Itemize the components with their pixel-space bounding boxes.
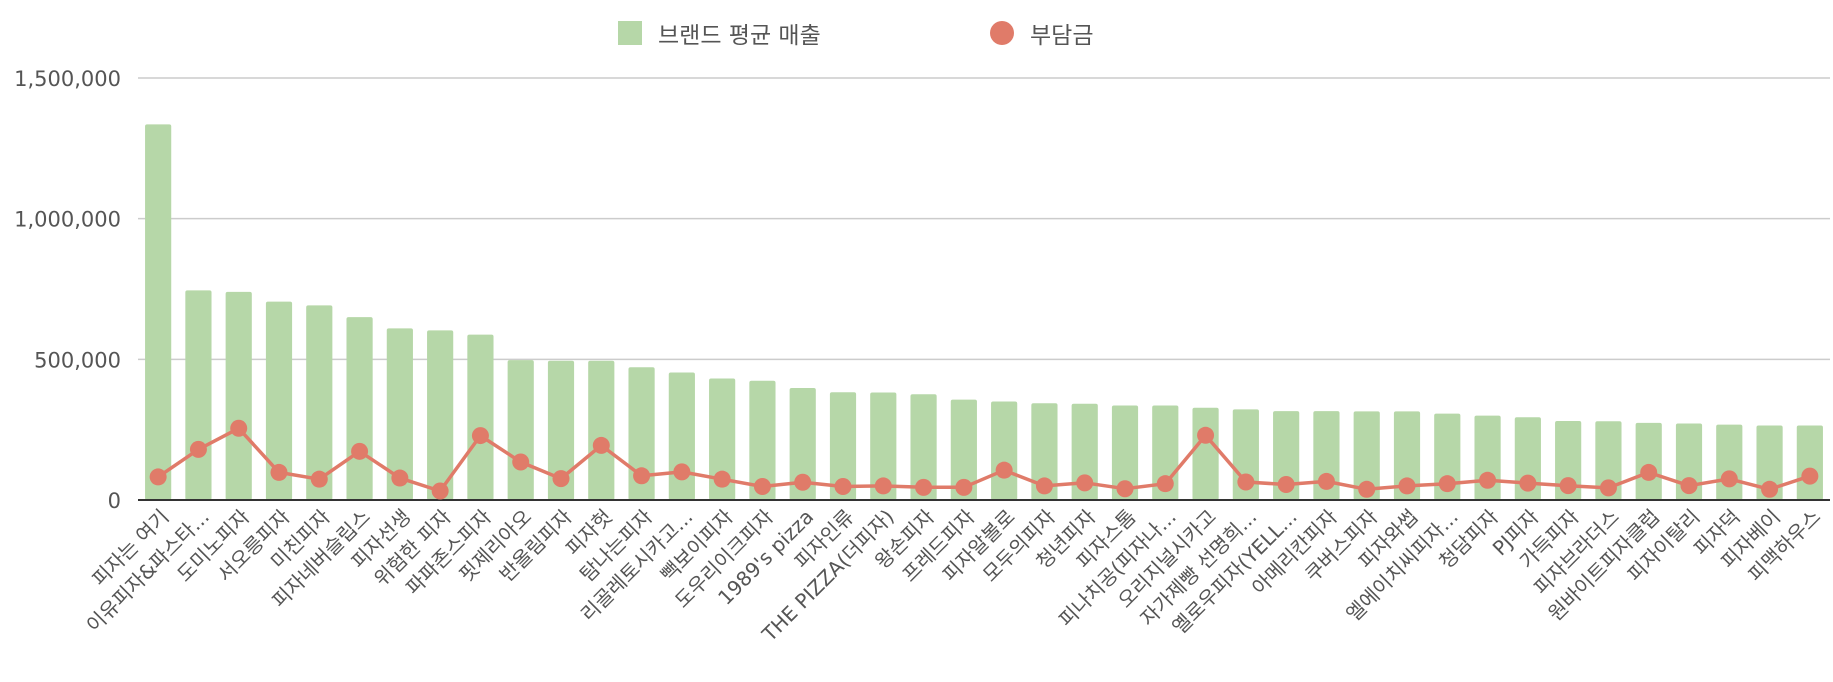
line-point [915,478,933,496]
line-point [1277,476,1295,494]
y-tick-label: 500,000 [34,348,121,372]
bar [386,328,413,500]
bar [1031,403,1058,500]
line-point [1680,477,1698,495]
bar [588,360,615,500]
line-point [1156,475,1174,493]
bar [145,124,172,501]
line-point [874,477,892,495]
legend-item-revenue[interactable]: 브랜드 평균 매출 [618,16,821,50]
y-tick-label: 1,500,000 [14,67,121,91]
bar [1716,424,1743,500]
line-point [1398,477,1416,495]
line-point [1358,480,1376,498]
line-point [1559,477,1577,495]
bar [1353,411,1380,500]
line-point [834,477,852,495]
bar [265,301,293,500]
bar [1796,425,1823,500]
line-point [270,463,288,481]
line-point [552,470,570,488]
bar [991,401,1018,500]
bar [507,360,534,500]
line-point [1479,471,1497,489]
bar [306,305,333,500]
bar [749,380,776,500]
bar [870,392,897,500]
line-point [673,463,691,481]
bar [467,334,494,500]
y-tick-label: 1,000,000 [14,208,121,232]
line-point [592,436,610,454]
bar [1111,405,1139,500]
line-point [1801,467,1819,485]
line-point [149,468,167,486]
legend-swatch-bar [618,21,642,45]
line-point [1519,474,1537,492]
line-point [230,419,248,437]
line-point [1197,426,1215,444]
bar [346,317,373,500]
line-point [1035,477,1053,495]
line-point [1438,475,1456,493]
line-point [1076,474,1094,492]
y-tick-label: 0 [108,489,121,513]
legend-label-revenue: 브랜드 평균 매출 [658,23,821,49]
line-point [189,440,207,458]
line-point [753,477,771,495]
line-point [431,482,449,500]
bar [628,367,655,500]
line-point [1599,479,1617,497]
line-point [1116,480,1134,498]
legend-swatch-dot [990,21,1014,45]
bar [185,290,212,500]
bar [427,330,454,500]
bar [547,360,575,500]
line-point [955,478,973,496]
legend-item-fee[interactable]: 부담금 [990,16,1093,50]
bar [709,378,736,500]
line-point [1720,470,1738,488]
legend-label-fee: 부담금 [1030,23,1094,49]
bar [950,399,977,500]
bar [829,392,857,500]
bar [1071,403,1098,500]
line-point [995,461,1013,479]
line-point [633,467,651,485]
bar [1273,411,1300,500]
line-point [1237,473,1255,491]
bar [910,394,937,500]
bar [1635,422,1662,500]
line-point [1761,480,1779,498]
bar [668,372,695,500]
line-point [310,470,328,488]
bar [1756,425,1783,500]
bar [1595,421,1622,500]
line-point [713,470,731,488]
line-point [512,453,530,471]
bar [225,291,252,500]
legend: 브랜드 평균 매출 부담금 [0,12,1833,50]
line-point [1640,463,1658,481]
line-point [1317,472,1335,490]
line-point [471,427,489,445]
line-point [351,442,369,460]
bar [1192,407,1219,500]
line-point [794,473,812,491]
line-point [391,469,409,487]
bar [1393,411,1421,500]
bar [789,388,816,500]
